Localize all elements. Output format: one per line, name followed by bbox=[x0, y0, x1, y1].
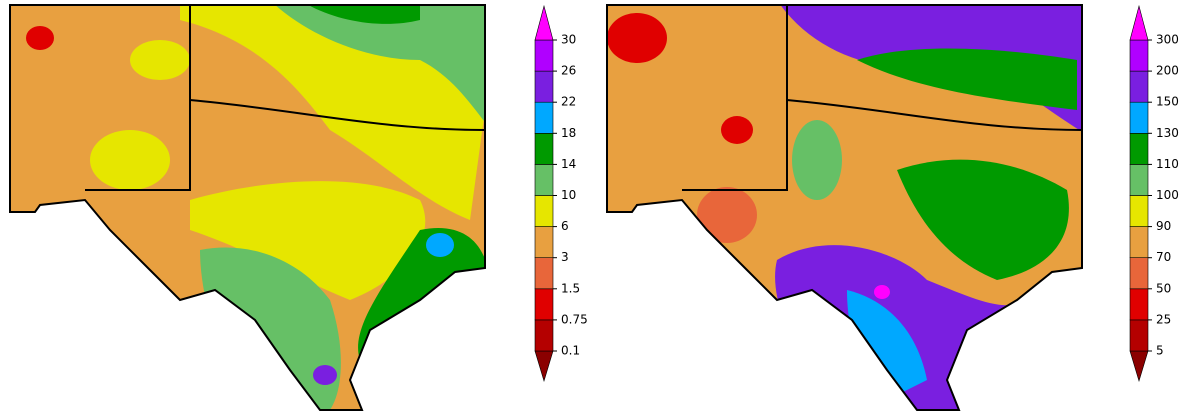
map-fill bbox=[607, 13, 667, 63]
map-fill bbox=[313, 365, 337, 385]
map-fill bbox=[897, 159, 1069, 280]
map-fill bbox=[26, 26, 54, 50]
colorbar-segment bbox=[534, 101, 554, 134]
colorbar-label: 90 bbox=[1156, 219, 1171, 233]
state-border bbox=[606, 4, 1083, 411]
map-fill bbox=[697, 187, 757, 243]
state-border bbox=[9, 4, 486, 411]
colorbar-segment bbox=[1129, 101, 1149, 134]
map-fill bbox=[874, 285, 890, 299]
colorbar-label: 26 bbox=[561, 64, 576, 78]
colorbar-triangle bbox=[534, 4, 554, 41]
colorbar-segment bbox=[1129, 39, 1149, 72]
map-fill bbox=[130, 40, 190, 80]
colorbar-label: 10 bbox=[561, 188, 576, 202]
colorbar-label: 6 bbox=[561, 219, 569, 233]
colorbar-segment bbox=[534, 39, 554, 72]
colorbar-label: 22 bbox=[561, 95, 576, 109]
map-fill bbox=[777, 5, 1082, 140]
colorbar-label: 18 bbox=[561, 126, 576, 140]
colorbar-segment bbox=[1129, 257, 1149, 290]
colorbar-segment bbox=[1129, 70, 1149, 103]
colorbar-label: 100 bbox=[1156, 188, 1179, 202]
colorbar-label: 30 bbox=[561, 33, 576, 47]
colorbar-segment bbox=[1129, 288, 1149, 321]
colorbar-segment bbox=[1129, 319, 1149, 352]
map-fill bbox=[270, 5, 485, 140]
colorbar-segment bbox=[534, 195, 554, 227]
map-fill bbox=[857, 48, 1077, 110]
state-border bbox=[85, 5, 486, 191]
map-fill bbox=[792, 120, 842, 200]
colorbar-segment bbox=[534, 133, 554, 165]
map-fill bbox=[426, 233, 454, 257]
colorbar-label: 0.75 bbox=[561, 312, 588, 326]
colorbar-label: 70 bbox=[1156, 250, 1171, 264]
map-fill bbox=[90, 130, 170, 190]
colorbar-segment bbox=[534, 164, 554, 196]
colorbar-segment bbox=[534, 70, 554, 103]
colorbar-segment bbox=[1129, 226, 1149, 259]
colorbar-triangle bbox=[1129, 350, 1149, 383]
percent-normal-map bbox=[606, 4, 1083, 411]
colorbar-label: 14 bbox=[561, 157, 576, 171]
colorbar-label: 300 bbox=[1156, 33, 1179, 47]
precip-map bbox=[9, 4, 486, 411]
colorbar-segment bbox=[1129, 164, 1149, 196]
colorbar-label: 0.1 bbox=[561, 344, 580, 358]
colorbar-segment bbox=[534, 226, 554, 259]
colorbar-segment bbox=[534, 319, 554, 352]
colorbar-segment bbox=[534, 288, 554, 321]
state-border bbox=[682, 5, 1083, 191]
colorbar-label: 5 bbox=[1156, 344, 1164, 358]
map-fill bbox=[190, 181, 426, 300]
colorbar-segment bbox=[534, 257, 554, 290]
colorbar-segment bbox=[1129, 133, 1149, 165]
colorbar-triangle bbox=[1129, 4, 1149, 41]
colorbar-label: 150 bbox=[1156, 95, 1179, 109]
colorbar-label: 25 bbox=[1156, 312, 1171, 326]
map-fill bbox=[847, 290, 927, 400]
colorbar-label: 110 bbox=[1156, 157, 1179, 171]
colorbar-label: 200 bbox=[1156, 64, 1179, 78]
colorbar-label: 3 bbox=[561, 250, 569, 264]
colorbar-label: 130 bbox=[1156, 126, 1179, 140]
map-fill bbox=[721, 116, 753, 144]
colorbar-triangle bbox=[534, 350, 554, 383]
colorbar-label: 1.5 bbox=[561, 281, 580, 295]
colorbar-label: 50 bbox=[1156, 281, 1171, 295]
colorbar-segment bbox=[1129, 195, 1149, 227]
